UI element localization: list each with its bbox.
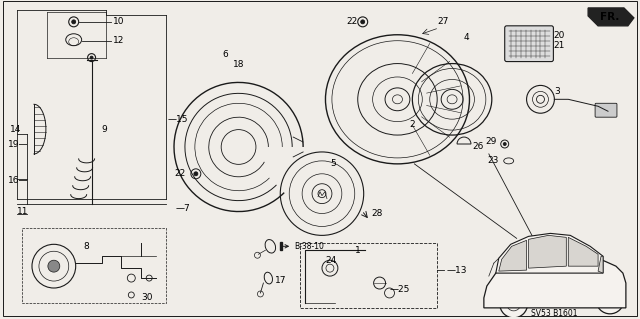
Text: —25: —25 [390,286,410,294]
Bar [22,228,166,303]
Text: SV53 B1601: SV53 B1601 [531,309,578,318]
Text: —13: —13 [446,266,467,275]
Circle shape [90,56,93,59]
Text: B-38-10: B-38-10 [294,242,324,251]
Text: 20: 20 [554,31,564,40]
Text: 22: 22 [346,17,358,26]
Text: 18: 18 [232,60,244,69]
Text: 21: 21 [554,41,564,50]
Text: 8: 8 [84,242,90,251]
Text: 5: 5 [330,160,336,168]
Text: 9: 9 [102,125,108,134]
Polygon shape [496,234,603,273]
Text: 11: 11 [17,207,29,216]
Bar [280,242,282,250]
Text: 1: 1 [355,246,360,255]
Text: FR.: FR. [600,12,620,22]
Circle shape [500,290,527,318]
Text: 4: 4 [464,33,470,42]
FancyBboxPatch shape [505,26,554,62]
Polygon shape [568,237,598,266]
Bar [300,243,437,308]
Circle shape [503,143,506,145]
Text: 19—: 19— [8,139,29,149]
Text: 27: 27 [437,17,449,26]
Circle shape [48,260,60,272]
Text: 16—: 16— [8,176,29,185]
Text: 23: 23 [488,156,499,165]
Text: —15: —15 [168,115,189,124]
Polygon shape [499,240,527,271]
Text: 12: 12 [113,36,125,45]
Polygon shape [484,246,626,308]
Text: 24: 24 [325,256,336,265]
Circle shape [361,20,365,24]
Circle shape [585,258,601,274]
Text: 6: 6 [223,50,228,59]
Text: 26: 26 [472,143,483,152]
Polygon shape [598,256,603,273]
Polygon shape [588,8,634,26]
Polygon shape [529,235,566,268]
Text: 22: 22 [175,169,186,178]
Text: 17: 17 [275,276,287,285]
Text: 29: 29 [485,137,497,145]
Text: 2: 2 [410,120,415,129]
Circle shape [194,172,198,176]
Text: 28: 28 [372,209,383,218]
Circle shape [72,20,76,24]
Text: 30: 30 [141,293,153,302]
Text: —7: —7 [176,204,191,213]
Circle shape [545,251,563,269]
FancyBboxPatch shape [595,103,617,117]
Text: 3: 3 [554,87,560,96]
Text: 10: 10 [113,17,125,26]
Text: 14: 14 [10,125,22,134]
Circle shape [596,286,624,314]
